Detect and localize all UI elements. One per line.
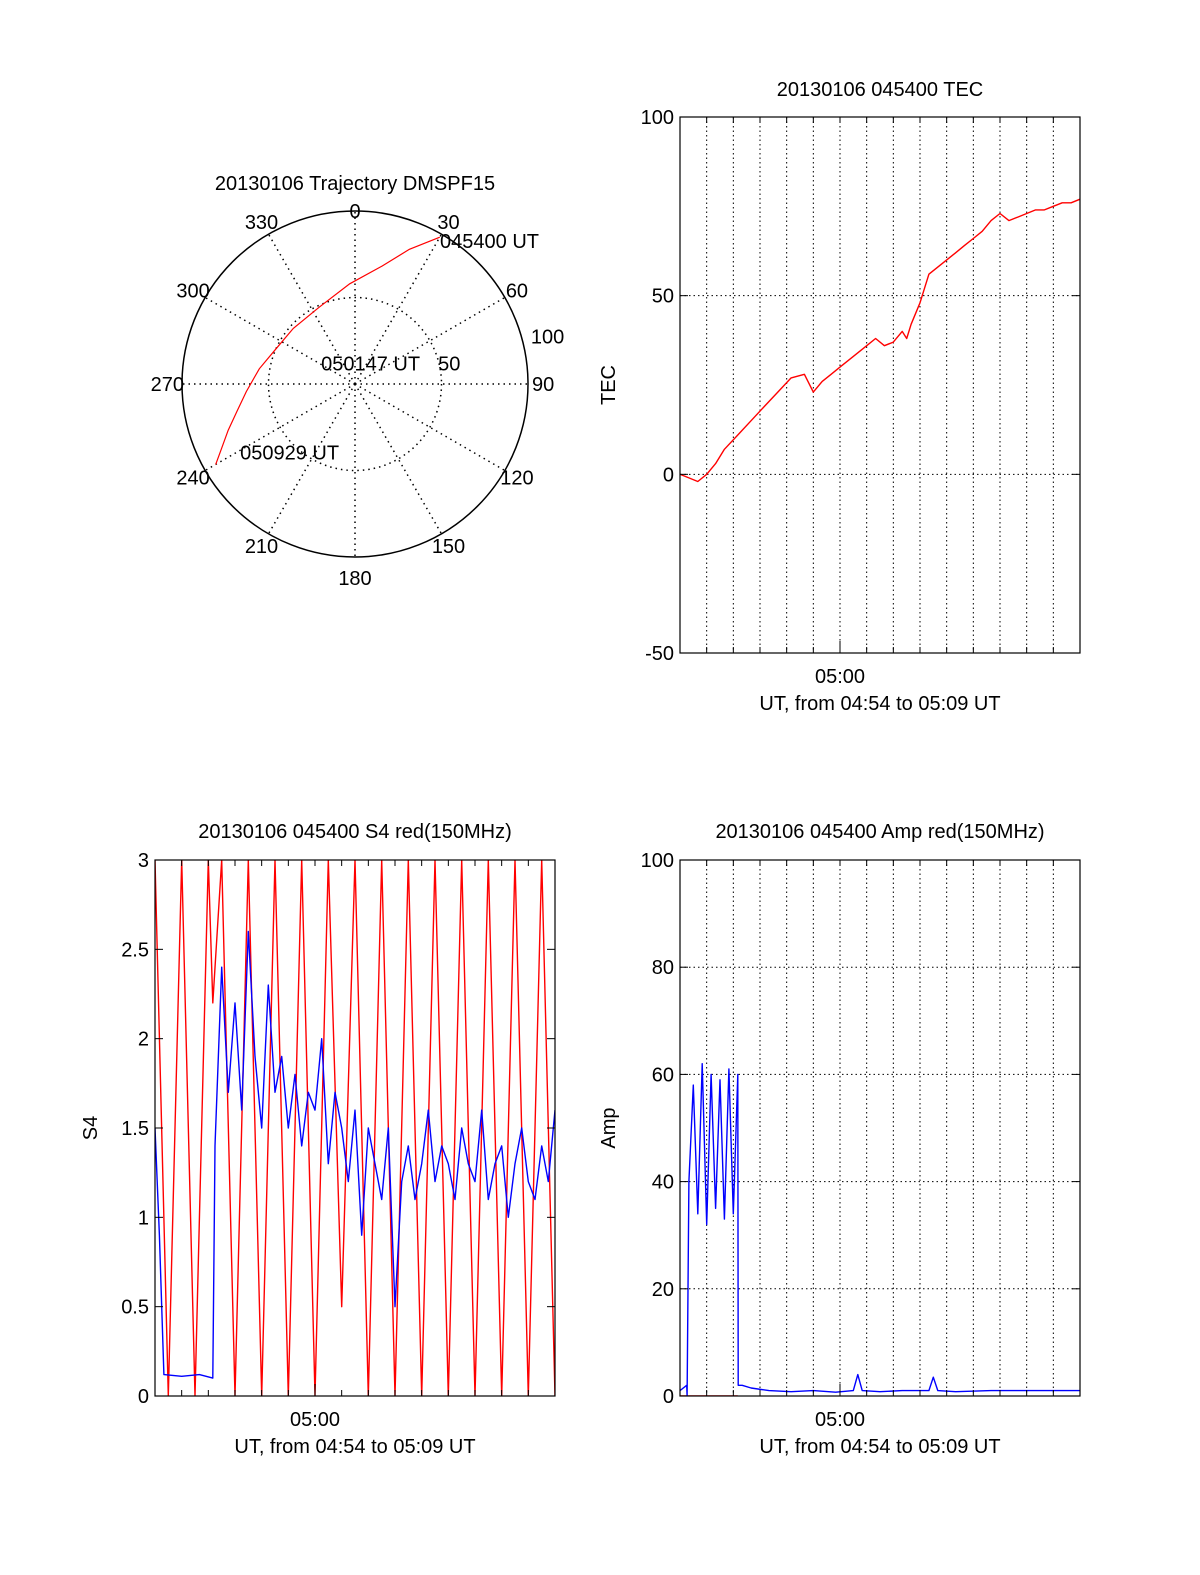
amp-xlabel: UT, from 04:54 to 05:09 UT [759, 1436, 1000, 1458]
amp-series [680, 1064, 1080, 1396]
s4-xtick-label: 05:00 [290, 1409, 340, 1431]
amp-ytick-label: 80 [652, 957, 674, 979]
amp-title: 20130106 045400 Amp red(150MHz) [715, 821, 1044, 843]
polar-azimuth-label: 240 [176, 468, 209, 490]
s4-ytick-label: 3 [138, 850, 149, 872]
amp-xtick-label: 05:00 [815, 1409, 865, 1431]
amp-plot-area: 0 20 40 60 80 100 05:00 [641, 850, 1080, 1431]
s4-ytick-label: 0.5 [121, 1297, 149, 1319]
amp-ytick-label: 100 [641, 850, 674, 872]
tec-ylabel: TEC [598, 365, 620, 405]
polar-azimuth-label: 300 [176, 281, 209, 303]
polar-spoke [355, 384, 442, 534]
amp-ytick-label: 60 [652, 1064, 674, 1086]
polar-azimuth-label: 270 [151, 374, 184, 396]
polar-title: 20130106 Trajectory DMSPF15 [215, 173, 495, 195]
tec-xlabel: UT, from 04:54 to 05:09 UT [759, 693, 1000, 715]
polar-radial-label: 100 [531, 327, 564, 349]
s4-ytick-label: 2 [138, 1029, 149, 1051]
polar-radial-label: 50 [438, 353, 460, 375]
s4-chart: 20130106 045400 S4 red(150MHz) UT, from … [80, 821, 555, 1458]
s4-ytick-label: 1.5 [121, 1118, 149, 1140]
polar-grid [182, 211, 528, 557]
s4-xlabel: UT, from 04:54 to 05:09 UT [234, 1436, 475, 1458]
s4-ytick-label: 0 [138, 1386, 149, 1408]
amp-ytick-label: 40 [652, 1172, 674, 1194]
s4-ytick-label: 1 [138, 1207, 149, 1229]
tec-plot-area: -50 0 50 100 05:00 [641, 107, 1080, 688]
amp-ytick-label: 0 [663, 1386, 674, 1408]
tec-ytick-label: 0 [663, 464, 674, 486]
polar-trajectory-series [216, 237, 440, 464]
tec-xticks: 05:00 [680, 117, 1080, 688]
tec-ytick-label: -50 [645, 643, 674, 665]
polar-azimuth-label: 90 [532, 374, 554, 396]
tec-frame [680, 117, 1080, 653]
polar-annotations: 045400 UT 050147 UT 050929 UT [240, 231, 539, 464]
amp-ylabel: Amp [598, 1107, 620, 1148]
s4-ylabel: S4 [80, 1116, 102, 1140]
amp-series-line [680, 1064, 1080, 1396]
tec-xtick-label: 05:00 [815, 666, 865, 688]
trajectory-polar-chart: 20130106 Trajectory DMSPF15 030609012015… [151, 173, 565, 590]
polar-time-annotation: 045400 UT [440, 231, 539, 253]
tec-title: 20130106 045400 TEC [777, 79, 983, 101]
polar-radial-labels: 50 100 [438, 327, 564, 376]
amp-ytick-label: 20 [652, 1279, 674, 1301]
amp-grid [680, 860, 1080, 1396]
polar-azimuth-label: 0 [349, 201, 360, 223]
figure-canvas: 20130106 Trajectory DMSPF15 030609012015… [0, 0, 1200, 1575]
polar-trajectory-line [216, 237, 440, 464]
polar-time-annotation: 050147 UT [321, 353, 420, 375]
polar-azimuth-label: 330 [245, 212, 278, 234]
tec-chart: 20130106 045400 TEC UT, from 04:54 to 05… [598, 79, 1080, 715]
polar-azimuth-label: 120 [500, 468, 533, 490]
amp-frame [680, 860, 1080, 1396]
polar-azimuth-label: 210 [245, 536, 278, 558]
polar-azimuth-label: 180 [338, 568, 371, 590]
tec-grid [680, 117, 1080, 653]
tec-ytick-label: 50 [652, 286, 674, 308]
polar-azimuth-label: 60 [506, 281, 528, 303]
polar-time-annotation: 050929 UT [240, 442, 339, 464]
polar-azimuth-label: 150 [432, 536, 465, 558]
s4-title: 20130106 045400 S4 red(150MHz) [198, 821, 512, 843]
tec-ytick-label: 100 [641, 107, 674, 129]
amp-chart: 20130106 045400 Amp red(150MHz) UT, from… [598, 821, 1080, 1458]
s4-ytick-label: 2.5 [121, 939, 149, 961]
tec-series-line [680, 199, 1080, 481]
amp-xticks: 05:00 [680, 860, 1080, 1431]
s4-plot-area: 0 0.5 1 1.5 2 2.5 3 05:00 [121, 850, 555, 1431]
tec-series [680, 199, 1080, 481]
s4-series [155, 860, 555, 1396]
